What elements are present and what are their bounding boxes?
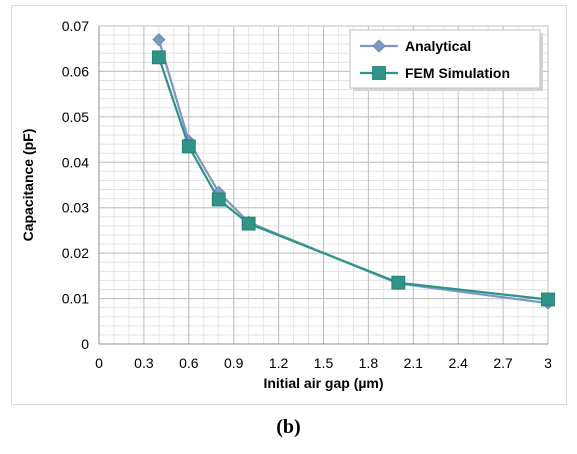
x-tick-label: 0.6 bbox=[179, 355, 199, 371]
data-point bbox=[541, 292, 555, 307]
grid bbox=[98, 25, 549, 345]
data-point bbox=[241, 216, 256, 231]
figure-caption: (b) bbox=[276, 416, 301, 438]
legend-marker bbox=[372, 39, 386, 53]
series-layer bbox=[151, 33, 555, 310]
series-line bbox=[157, 39, 549, 305]
y-tick-label: 0.03 bbox=[62, 200, 89, 216]
legend-marker bbox=[372, 66, 386, 80]
legend: Analytical FEM Simulation bbox=[349, 29, 543, 91]
x-tick-label: 2.4 bbox=[448, 355, 468, 371]
data-point bbox=[391, 275, 406, 290]
data-point bbox=[151, 50, 166, 65]
x-tick-label: 0 bbox=[95, 355, 103, 371]
series-line bbox=[157, 56, 549, 301]
legend-label: Analytical bbox=[405, 38, 471, 54]
axes: 0 0.01 0.02 0.03 0.04 0.05 0.06 0.07 0 0.3 0.6 0.9 1… bbox=[20, 18, 552, 391]
y-tick-label: 0.01 bbox=[62, 291, 89, 307]
x-axis-title: Initial air gap (µm) bbox=[263, 375, 383, 391]
x-tick-label: 3 bbox=[544, 355, 552, 371]
chart-frame: 0 0.01 0.02 0.03 0.04 0.05 0.06 0.07 0 0.3 0.6 0.9 1… bbox=[11, 5, 567, 405]
x-tick-label: 0.9 bbox=[224, 355, 244, 371]
series-fem-simulation bbox=[151, 50, 555, 307]
x-tick-label: 1.8 bbox=[359, 355, 379, 371]
x-tick-label: 0.3 bbox=[134, 355, 154, 371]
data-point bbox=[181, 139, 196, 154]
chart: 0 0.01 0.02 0.03 0.04 0.05 0.06 0.07 0 0.3 0.6 0.9 1… bbox=[20, 18, 555, 391]
legend-label: FEM Simulation bbox=[405, 65, 510, 81]
y-tick-label: 0.02 bbox=[62, 245, 89, 261]
y-tick-label: 0.04 bbox=[62, 154, 89, 170]
y-tick-label: 0.06 bbox=[62, 63, 89, 79]
y-axis-title: Capacitance (pF) bbox=[20, 129, 36, 242]
data-point bbox=[211, 192, 226, 207]
data-point bbox=[152, 33, 166, 47]
x-tick-label: 2.7 bbox=[493, 355, 513, 371]
x-tick-label: 1.5 bbox=[314, 355, 334, 371]
y-tick-label: 0.07 bbox=[62, 18, 89, 34]
x-tick-label: 2.1 bbox=[404, 355, 424, 371]
y-tick-label: 0.05 bbox=[62, 109, 89, 125]
y-tick-label: 0 bbox=[81, 336, 89, 352]
x-tick-label: 1.2 bbox=[269, 355, 289, 371]
